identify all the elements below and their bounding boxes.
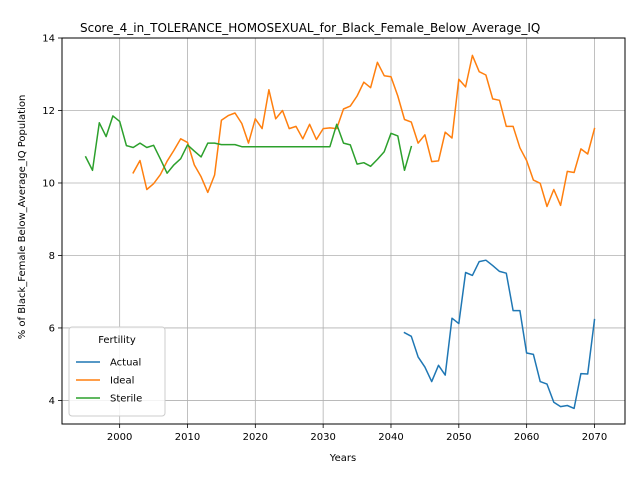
legend: Fertility Actual Ideal Sterile — [68, 326, 166, 417]
series-lines — [84, 54, 596, 410]
legend-label-ideal: Ideal — [110, 376, 134, 387]
y-tick-label: 8 — [49, 251, 55, 262]
legend-frame — [68, 326, 166, 417]
y-tick-label: 6 — [49, 323, 55, 334]
legend-label-sterile: Sterile — [110, 394, 142, 405]
plot-frame — [61, 37, 626, 425]
legend-entries: Actual Ideal Sterile — [76, 358, 142, 405]
legend-title: Fertility — [98, 335, 136, 346]
legend-label-actual: Actual — [110, 358, 141, 369]
x-axis-title: Years — [329, 453, 356, 464]
y-tick-label: 12 — [42, 106, 55, 117]
y-axis-title: % of Black_Female Below_Average_IQ Popul… — [17, 95, 28, 340]
series-line-actual — [403, 259, 596, 410]
series-line-ideal — [132, 54, 596, 208]
chart-title: Score_4_in_TOLERANCE_HOMOSEXUAL_for_Blac… — [80, 21, 540, 35]
x-tick-label: 2010 — [175, 432, 200, 443]
x-axis-ticks: 2000 2010 2020 2030 2040 2050 2060 2070 — [107, 424, 607, 443]
y-axis-ticks: 4 6 8 10 12 14 — [42, 34, 62, 407]
x-tick-label: 2030 — [310, 432, 335, 443]
y-tick-label: 4 — [49, 396, 55, 407]
x-tick-label: 2060 — [514, 432, 539, 443]
x-tick-label: 2020 — [243, 432, 268, 443]
x-tick-label: 2000 — [107, 432, 132, 443]
series-line-sterile — [84, 115, 413, 174]
y-tick-label: 14 — [42, 34, 55, 45]
x-tick-label: 2070 — [582, 432, 607, 443]
x-tick-label: 2050 — [446, 432, 471, 443]
y-tick-label: 10 — [42, 178, 55, 189]
x-tick-label: 2040 — [378, 432, 403, 443]
